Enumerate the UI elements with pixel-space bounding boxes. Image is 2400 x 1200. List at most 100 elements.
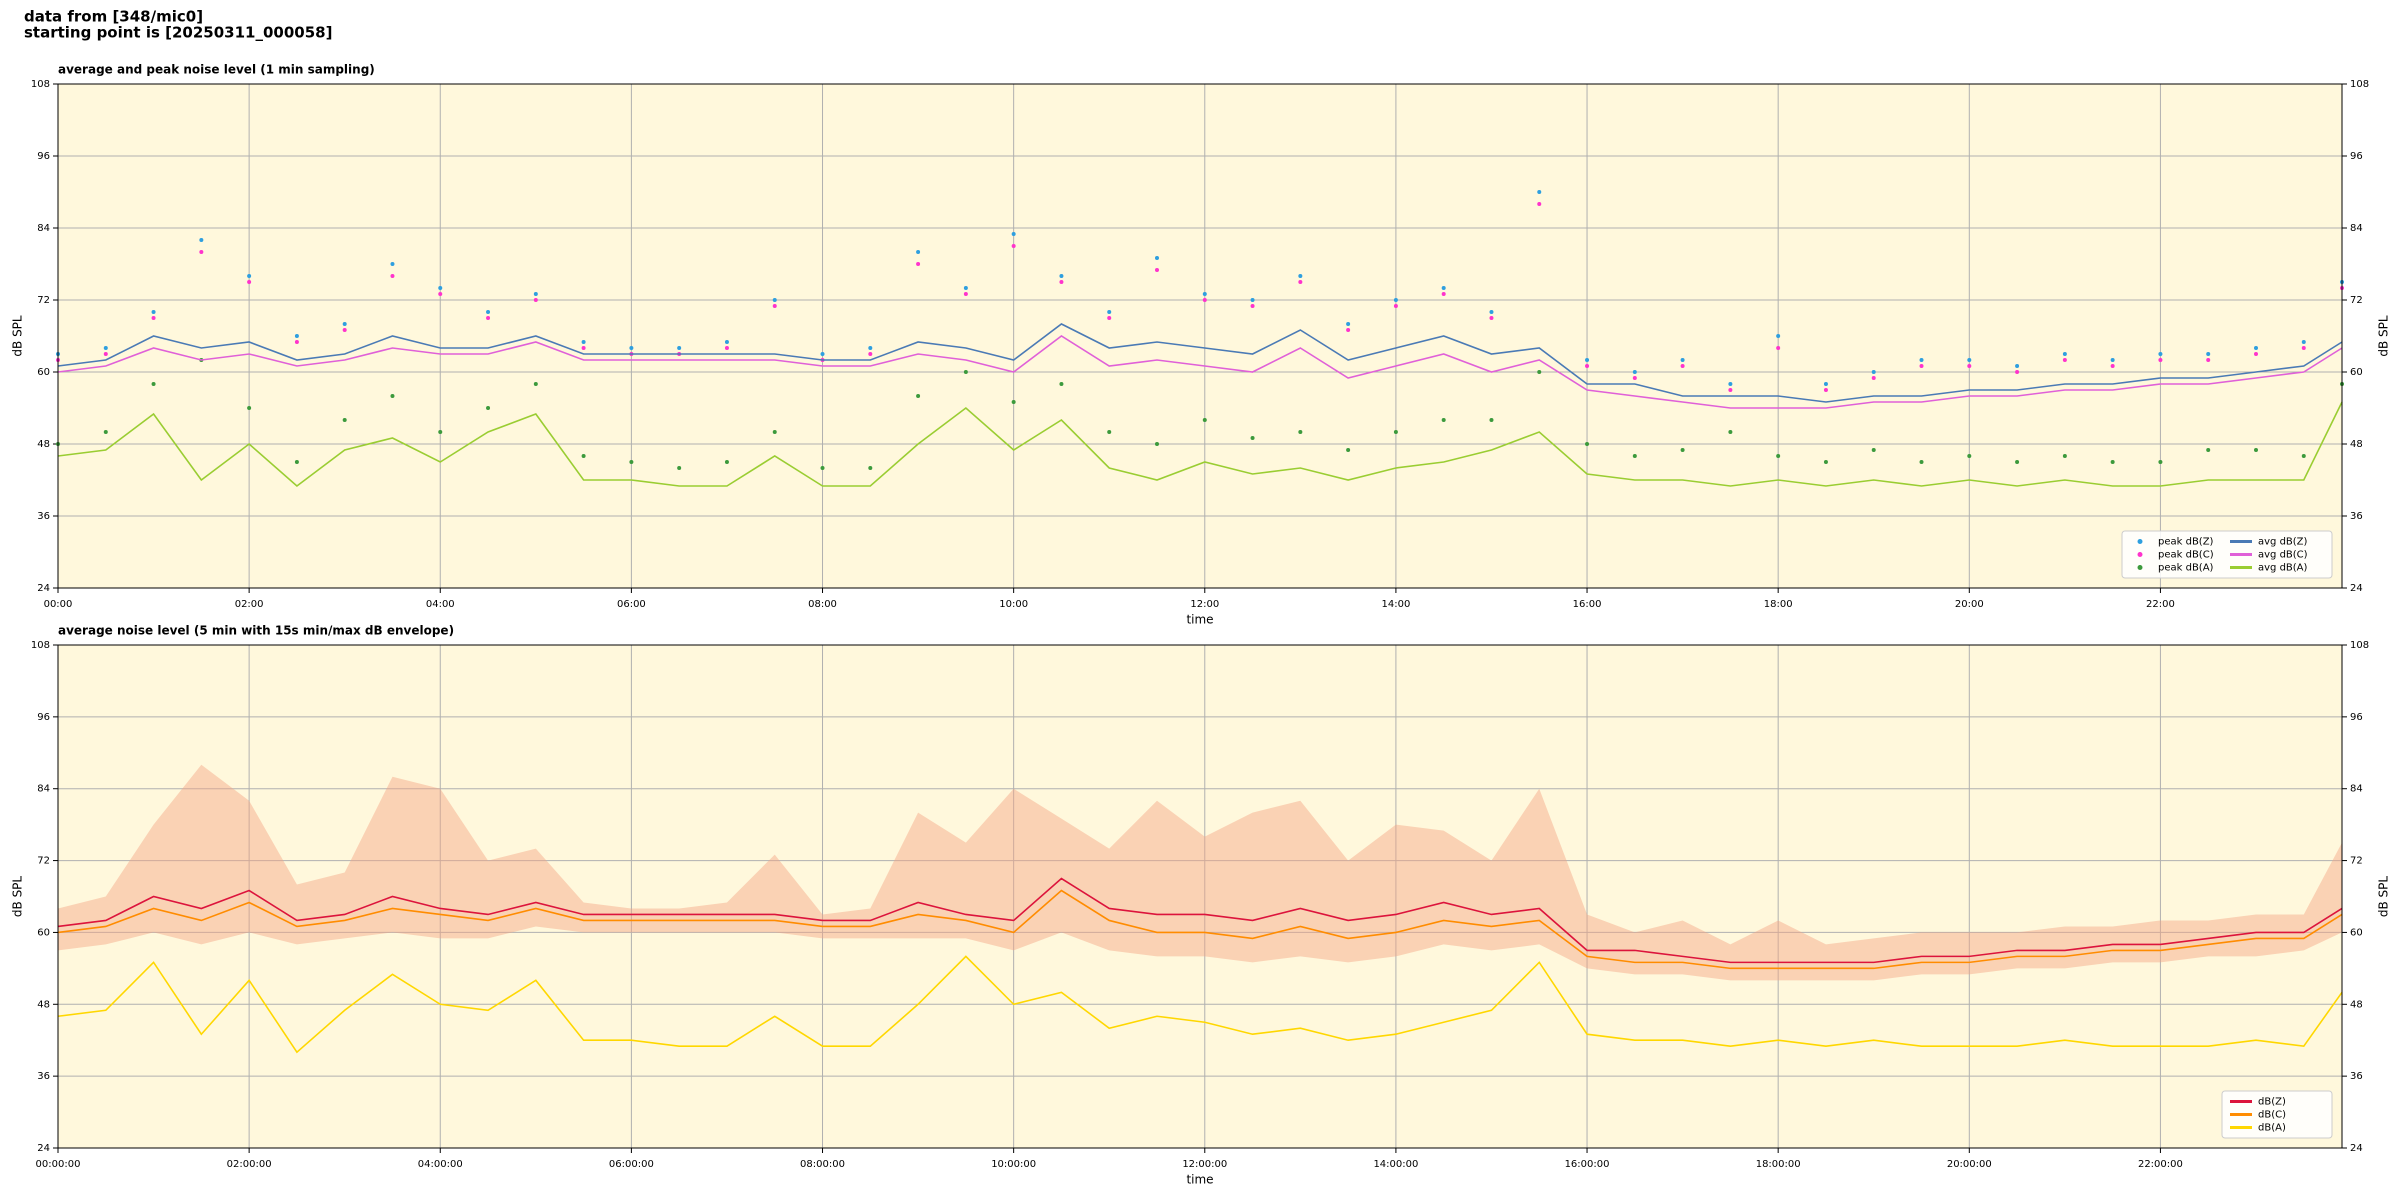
y-tick-label: 24 xyxy=(37,1143,50,1154)
y-tick-label: 72 xyxy=(37,295,50,306)
peak-point xyxy=(1250,298,1255,302)
y-tick-label: 72 xyxy=(37,856,50,867)
y2-tick-label: 48 xyxy=(2350,439,2363,450)
peak-point xyxy=(1585,358,1590,362)
peak-point xyxy=(1250,436,1255,440)
peak-point xyxy=(2062,454,2067,458)
y-tick-label: 96 xyxy=(37,151,50,162)
peak-point xyxy=(2301,340,2306,344)
peak-point xyxy=(1537,370,1542,374)
peak-point xyxy=(581,340,586,344)
x-tick-label: 10:00:00 xyxy=(991,1159,1036,1170)
peak-point xyxy=(1107,310,1112,314)
y-axis-label: dB SPL xyxy=(11,315,25,357)
peak-point xyxy=(1298,280,1303,284)
peak-point xyxy=(916,262,921,266)
y2-tick-label: 108 xyxy=(2350,640,2369,651)
chart-title: average and peak noise level (1 min samp… xyxy=(58,63,375,77)
peak-point xyxy=(342,322,347,326)
peak-point xyxy=(390,274,395,278)
peak-point xyxy=(103,346,108,350)
peak-point xyxy=(2206,358,2211,362)
peak-point xyxy=(1441,286,1446,290)
peak-point xyxy=(2158,460,2163,464)
peak-point xyxy=(1728,382,1733,386)
x-tick-label: 04:00:00 xyxy=(418,1159,463,1170)
peak-point xyxy=(1776,334,1781,338)
peak-point xyxy=(1776,346,1781,350)
x-tick-label: 18:00 xyxy=(1764,599,1793,610)
peak-point xyxy=(1393,304,1398,308)
peak-point xyxy=(1393,298,1398,302)
peak-point xyxy=(1011,400,1016,404)
x-tick-label: 20:00 xyxy=(1955,599,1984,610)
plot-frame xyxy=(57,644,2343,1149)
peak-point xyxy=(533,292,538,296)
peak-point xyxy=(247,274,252,278)
peak-point xyxy=(2253,352,2258,356)
legend-label: dB(Z) xyxy=(2258,1097,2286,1108)
peak-point xyxy=(1011,232,1016,236)
y-tick-label: 48 xyxy=(37,999,50,1010)
peak-point xyxy=(772,298,777,302)
y-tick-label: 48 xyxy=(37,439,50,450)
peak-point xyxy=(1298,430,1303,434)
peak-point xyxy=(1585,442,1590,446)
peak-point xyxy=(1202,418,1207,422)
series-line xyxy=(57,401,2343,488)
peak-point xyxy=(1489,316,1494,320)
peak-point xyxy=(2158,358,2163,362)
peak-point xyxy=(247,280,252,284)
peak-point xyxy=(1059,382,1064,386)
peak-point xyxy=(963,286,968,290)
x-tick-label: 12:00 xyxy=(1190,599,1219,610)
peak-point xyxy=(151,310,156,314)
peak-point xyxy=(486,316,491,320)
peak-point xyxy=(2062,358,2067,362)
peak-point xyxy=(963,292,968,296)
x-tick-label: 04:00 xyxy=(426,599,455,610)
peak-point xyxy=(438,292,443,296)
legend-label: avg dB(C) xyxy=(2258,550,2308,561)
x-axis-label: time xyxy=(1186,613,1213,627)
peak-point xyxy=(581,454,586,458)
peak-point xyxy=(916,394,921,398)
plot-area xyxy=(58,645,2342,1148)
peak-point xyxy=(151,316,156,320)
peak-point xyxy=(1967,364,1972,368)
peak-point xyxy=(1489,418,1494,422)
peak-point xyxy=(1154,442,1159,446)
x-tick-label: 14:00 xyxy=(1381,599,1410,610)
peak-point xyxy=(1919,460,1924,464)
peak-point xyxy=(1823,382,1828,386)
peak-point xyxy=(1871,376,1876,380)
peak-point xyxy=(2206,352,2211,356)
peak-point xyxy=(1346,328,1351,332)
x-tick-label: 18:00:00 xyxy=(1756,1159,1801,1170)
peak-point xyxy=(772,304,777,308)
peak-point xyxy=(1489,310,1494,314)
peak-point xyxy=(1107,316,1112,320)
peak-point xyxy=(151,382,156,386)
peak-point xyxy=(533,298,538,302)
legend-label: dB(C) xyxy=(2258,1110,2286,1121)
peak-point xyxy=(2015,364,2020,368)
peak-point xyxy=(963,370,968,374)
peak-point xyxy=(868,466,873,470)
y2-tick-label: 24 xyxy=(2350,1143,2363,1154)
series-line xyxy=(57,877,2343,964)
y-tick-label: 60 xyxy=(37,927,50,938)
series-line xyxy=(57,955,2343,1054)
series-line xyxy=(57,335,2343,409)
peak-point xyxy=(772,430,777,434)
peak-point xyxy=(1346,448,1351,452)
x-tick-label: 02:00 xyxy=(235,599,264,610)
x-tick-label: 20:00:00 xyxy=(1947,1159,1992,1170)
peak-point xyxy=(1154,268,1159,272)
series-line xyxy=(57,323,2343,403)
peak-point xyxy=(1393,430,1398,434)
plot-frame xyxy=(57,83,2343,589)
x-tick-label: 08:00:00 xyxy=(800,1159,845,1170)
x-tick-label: 00:00 xyxy=(44,599,73,610)
